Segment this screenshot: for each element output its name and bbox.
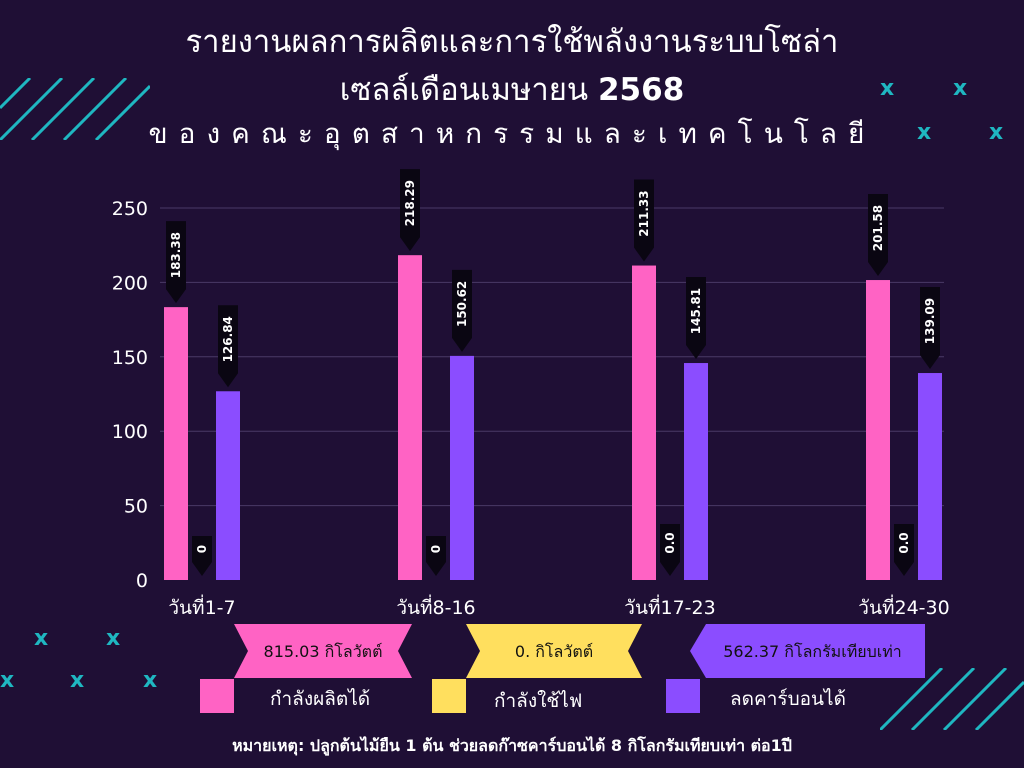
chart-title-month: เซลล์เดือนเมษายน bbox=[339, 72, 589, 108]
data-label: 145.81 bbox=[689, 288, 703, 334]
data-label: 218.29 bbox=[403, 180, 417, 226]
legend-swatch-carbon bbox=[666, 679, 700, 713]
x-tick-label: วันที่1-7 bbox=[168, 594, 235, 619]
data-label: 0 bbox=[195, 545, 209, 553]
decor-cross: x bbox=[953, 76, 968, 101]
y-tick-label: 100 bbox=[112, 421, 148, 443]
decor-stripes-left bbox=[0, 78, 150, 140]
bar bbox=[398, 255, 422, 580]
data-label-tag bbox=[166, 221, 186, 304]
x-tick-label: วันที่8-16 bbox=[396, 594, 475, 619]
data-label: 0.0 bbox=[663, 532, 677, 553]
legend-label-carbon: ลดคาร์บอนได้ bbox=[730, 688, 846, 710]
bar bbox=[164, 307, 188, 580]
legend-label-usage: กำลังใช้ไฟ bbox=[494, 690, 583, 712]
legend-swatch-production bbox=[200, 679, 234, 713]
ribbon-carbon bbox=[690, 624, 925, 678]
decor-cross: x bbox=[143, 668, 158, 693]
y-tick-label: 200 bbox=[112, 272, 148, 294]
summary-carbon-total: 562.37 กิโลกรัมเทียบเท่า bbox=[723, 642, 902, 661]
x-tick-label: วันที่17-23 bbox=[624, 594, 715, 619]
x-tick-label: วันที่24-30 bbox=[858, 594, 949, 619]
y-tick-label: 0 bbox=[136, 570, 148, 592]
decor-stripes-right bbox=[880, 668, 1024, 730]
chart-title-line-1: รายงานผลการผลิตและการใช้พลังงานระบบโซล่า bbox=[185, 24, 839, 60]
decor-cross: x bbox=[70, 668, 85, 693]
chart-title-line-2: เซลล์เดือนเมษายน 2568 bbox=[0, 64, 1024, 114]
decor-cross: x bbox=[989, 120, 1004, 145]
decor-cross: x bbox=[880, 76, 895, 101]
data-label-tag bbox=[868, 194, 888, 277]
legend-label-production: กำลังผลิตได้ bbox=[270, 688, 371, 710]
data-label-tag bbox=[192, 536, 212, 576]
summary-ribbons bbox=[234, 624, 925, 678]
data-label-tag bbox=[894, 524, 914, 576]
data-label-tag bbox=[920, 287, 940, 370]
legend-swatch-usage bbox=[432, 679, 466, 713]
data-label-tag bbox=[660, 524, 680, 576]
data-label-tag bbox=[634, 179, 654, 262]
chart-title-year: 2568 bbox=[597, 72, 685, 108]
y-tick-label: 150 bbox=[112, 347, 148, 369]
decor-cross: x bbox=[917, 120, 932, 145]
data-label-tag bbox=[426, 536, 446, 576]
data-label: 0 bbox=[429, 545, 443, 553]
bar-chart: 0 50 100 150 200 250 183.38 0 126.84 วันที่1-7 218… bbox=[112, 169, 950, 619]
data-label: 211.33 bbox=[637, 190, 651, 236]
summary-usage-total: 0. กิโลวัตต์ bbox=[514, 642, 594, 661]
bar bbox=[632, 265, 656, 580]
summary-production-total: 815.03 กิโลวัตต์ bbox=[263, 642, 383, 661]
bar bbox=[216, 391, 240, 580]
ribbon-usage bbox=[466, 624, 642, 678]
ribbon-production bbox=[234, 624, 412, 678]
data-label-tag bbox=[452, 269, 472, 352]
decor-cross: x bbox=[0, 668, 15, 693]
bar bbox=[866, 280, 890, 580]
data-label-tag bbox=[218, 305, 238, 388]
data-label-tag bbox=[400, 169, 420, 252]
y-tick-label: 250 bbox=[112, 198, 148, 220]
data-label: 201.58 bbox=[871, 205, 885, 251]
data-label: 139.09 bbox=[923, 298, 937, 344]
y-tick-label: 50 bbox=[124, 496, 148, 518]
decor-cross: x bbox=[34, 626, 49, 651]
data-label: 183.38 bbox=[169, 232, 183, 278]
bar bbox=[918, 373, 942, 580]
data-label-tag bbox=[686, 277, 706, 360]
decor-cross: x bbox=[106, 626, 121, 651]
bar bbox=[684, 363, 708, 580]
data-label: 126.84 bbox=[221, 316, 235, 362]
footnote: หมายเหตุ: ปลูกต้นไม้ยืน 1 ต้น ช่วยลดก๊าซ… bbox=[232, 736, 792, 755]
chart-subtitle: ของคณะอุตสาหกรรมและเทคโนโลยี bbox=[148, 117, 876, 150]
data-label: 0.0 bbox=[897, 532, 911, 553]
data-label: 150.62 bbox=[455, 281, 469, 327]
bar bbox=[450, 355, 474, 580]
